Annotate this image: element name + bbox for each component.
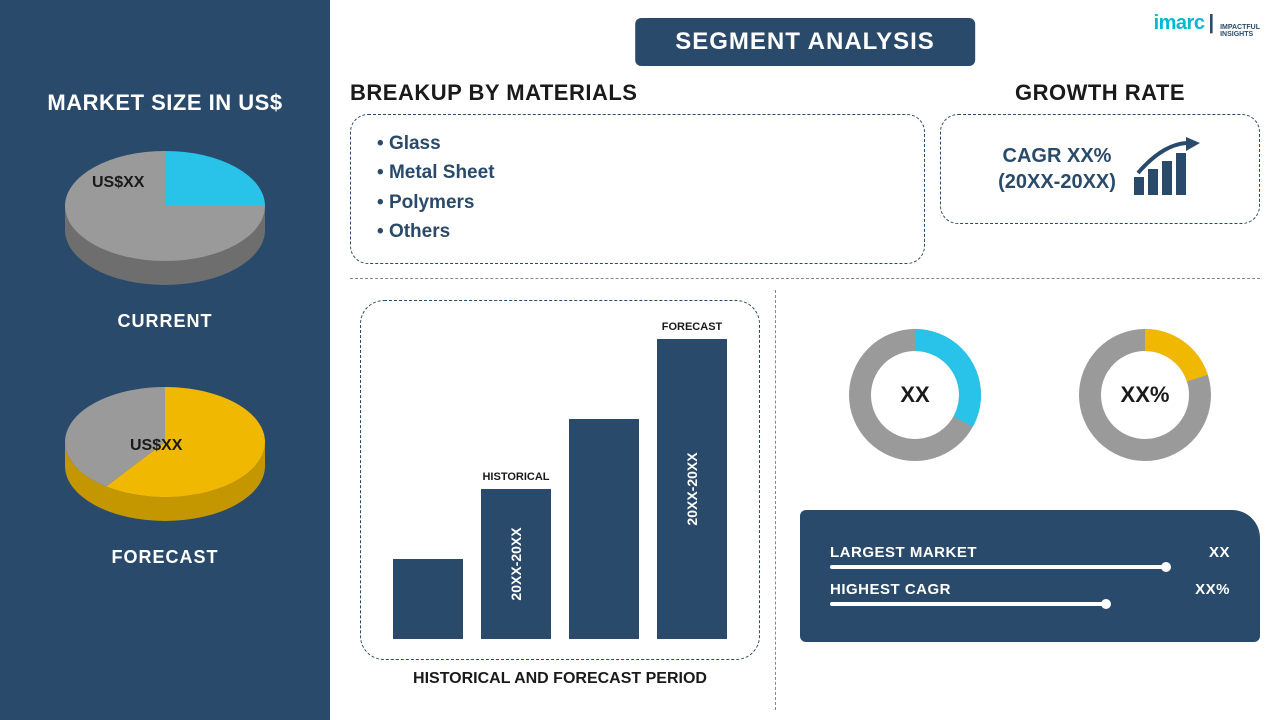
pie-value-label: US$XX [92, 174, 144, 192]
bar: HISTORICAL 20XX-20XX [481, 489, 551, 639]
logo-tagline: IMPACTFUL INSIGHTS [1220, 24, 1260, 38]
barchart-section: HISTORICAL 20XX-20XX FORECAST 20XX-20XX … [360, 300, 760, 700]
right-panel: imarc| IMPACTFUL INSIGHTS SEGMENT ANALYS… [330, 0, 1280, 720]
material-item: Polymers [377, 188, 898, 217]
pie-caption: CURRENT [118, 311, 213, 332]
fact-label: HIGHEST CAGR [830, 581, 951, 598]
pie-caption: FORECAST [112, 547, 219, 568]
pie-charts-container: US$XX CURRENT US$XX FORECAST [50, 146, 280, 618]
donut-chart: XX% [1070, 320, 1220, 470]
fact-value: XX% [1195, 581, 1230, 598]
growth-box: CAGR XX% (20XX-20XX) [940, 114, 1260, 224]
facts-table: LARGEST MARKET XX HIGHEST CAGR XX% [800, 510, 1260, 642]
divider-vertical [775, 290, 776, 710]
bar-inner-label: 20XX-20XX [508, 527, 524, 600]
fact-row: HIGHEST CAGR XX% [830, 581, 1230, 598]
logo-bar-icon: | [1208, 12, 1214, 35]
bar: FORECAST 20XX-20XX [657, 339, 727, 639]
bar [569, 419, 639, 639]
donut-center-label: XX [900, 382, 929, 408]
bar-top-label: FORECAST [662, 321, 723, 333]
fact-bar [830, 602, 1110, 606]
breakup-title: BREAKUP BY MATERIALS [350, 80, 925, 106]
fact-row: LARGEST MARKET XX [830, 544, 1230, 561]
pie-chart: US$XX [50, 382, 280, 532]
materials-list: GlassMetal SheetPolymersOthers [377, 129, 898, 247]
donut-chart: XX [840, 320, 990, 470]
top-row: BREAKUP BY MATERIALS GlassMetal SheetPol… [350, 80, 1260, 270]
material-item: Others [377, 217, 898, 246]
divider-horizontal [350, 278, 1260, 279]
bar [393, 559, 463, 639]
left-panel-title: MARKET SIZE IN US$ [47, 90, 282, 116]
barchart-caption: HISTORICAL AND FORECAST PERIOD [360, 670, 760, 688]
barchart-box: HISTORICAL 20XX-20XX FORECAST 20XX-20XX [360, 300, 760, 660]
material-item: Metal Sheet [377, 158, 898, 187]
material-item: Glass [377, 129, 898, 158]
bar-inner-label: 20XX-20XX [684, 452, 700, 525]
logo-text: imarc [1154, 12, 1205, 35]
pie-value-label: US$XX [130, 437, 182, 455]
bar-top-label: HISTORICAL [482, 471, 549, 483]
page-title-banner: SEGMENT ANALYSIS [635, 18, 975, 66]
fact-label: LARGEST MARKET [830, 544, 977, 561]
donut-center-label: XX% [1121, 382, 1170, 408]
growth-title: GROWTH RATE [940, 80, 1260, 106]
right-bottom-section: XX XX% LARGEST MARKET XX HIGHEST CAGR XX… [800, 300, 1260, 642]
growth-section: GROWTH RATE CAGR XX% (20XX-20XX) [940, 80, 1260, 270]
pie-block: US$XX FORECAST [50, 382, 280, 568]
cagr-text: CAGR XX% (20XX-20XX) [998, 143, 1116, 195]
pie-chart: US$XX [50, 146, 280, 296]
breakup-box: GlassMetal SheetPolymersOthers [350, 114, 925, 264]
logo: imarc| IMPACTFUL INSIGHTS [1154, 12, 1260, 38]
breakup-section: BREAKUP BY MATERIALS GlassMetal SheetPol… [350, 80, 925, 270]
left-panel: MARKET SIZE IN US$ US$XX CURRENT US$XX F… [0, 0, 330, 720]
pie-block: US$XX CURRENT [50, 146, 280, 332]
growth-arrow-icon [1132, 137, 1202, 202]
fact-bar [830, 565, 1170, 569]
fact-value: XX [1209, 544, 1230, 561]
donut-charts-row: XX XX% [800, 320, 1260, 470]
